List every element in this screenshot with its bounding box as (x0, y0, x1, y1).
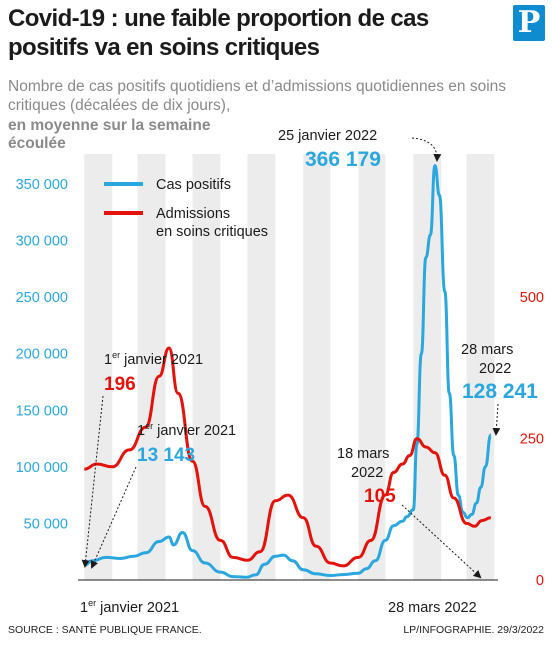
legend-label-admissions-1: Admissions (156, 206, 230, 222)
background-stripes (84, 154, 495, 580)
blue-end-date-2: 2022 (479, 361, 511, 377)
blue-end-value: 128 241 (462, 380, 538, 403)
red-start-date: 1er janvier 2021 (104, 350, 203, 368)
peak-value: 366 179 (305, 148, 381, 171)
annotation-blue-end: 28 mars 2022 128 241 (461, 342, 538, 436)
source-note: SOURCE : SANTÉ PUBLIQUE FRANCE. (8, 624, 202, 636)
month-stripe (358, 154, 386, 580)
chart-subtitle: Nombre de cas positifs quotidiens et d’a… (8, 78, 507, 114)
month-stripe (303, 154, 331, 580)
blue-start-value: 13 143 (137, 445, 195, 466)
blue-end-date-1: 28 mars (461, 342, 513, 358)
month-stripe (413, 154, 442, 580)
x-tick-label-end: 28 mars 2022 (388, 600, 477, 616)
left-axis-tick-label: 250 000 (16, 290, 68, 306)
red-start-value: 196 (104, 374, 136, 395)
le-parisien-logo: P (513, 5, 545, 41)
month-stripe (466, 154, 495, 580)
series-line-cas-positifs (84, 164, 493, 579)
legend-label-cas: Cas positifs (156, 177, 231, 193)
left-axis-tick-label: 300 000 (16, 234, 68, 250)
left-axis-ticks: 350 000 300 000 250 000 200 000 150 000 100 0… (16, 177, 68, 532)
left-axis-tick-label: 350 000 (16, 177, 68, 193)
blue-end-arrow (492, 403, 501, 436)
month-stripe (247, 154, 276, 580)
legend-label-admissions-2: en soins critiques (156, 224, 268, 240)
red-end-date-1: 18 mars (337, 446, 389, 462)
series-line-admissions (84, 346, 491, 568)
month-stripe (192, 154, 221, 580)
annotation-blue-start: 1er janvier 2021 13 143 (90, 421, 236, 569)
right-axis-ticks: 500 250 0 (520, 290, 544, 589)
right-axis-tick-label: 500 (520, 290, 544, 306)
annotation-peak: 25 janvier 2022 366 179 (278, 128, 442, 171)
left-axis-tick-label: 50 000 (24, 516, 68, 532)
left-axis-tick-label: 150 000 (16, 403, 68, 419)
peak-arrow (411, 137, 442, 162)
red-end-value: 105 (364, 486, 396, 507)
chart-subtitle-bold: en moyenne sur la semaine écoulée (8, 117, 211, 152)
month-stripe (137, 154, 166, 580)
series-layer (84, 164, 493, 579)
legend: Cas positifs Admissions en soins critiqu… (104, 177, 268, 240)
annotation-red-end: 18 mars 2022 105 (337, 446, 482, 579)
red-end-arrow (401, 504, 482, 579)
month-stripe (84, 154, 113, 580)
right-axis-tick-label: 250 (520, 432, 544, 448)
red-start-arrow (81, 395, 104, 568)
credit-note: LP/INFOGRAPHIE. 29/3/2022 (403, 624, 544, 636)
left-axis-tick-label: 100 000 (16, 460, 68, 476)
left-axis-tick-label: 200 000 (16, 347, 68, 363)
peak-date: 25 janvier 2022 (278, 128, 377, 144)
blue-start-date: 1er janvier 2021 (137, 421, 236, 439)
x-tick-label-start: 1er janvier 2021 (80, 598, 179, 616)
right-axis-tick-label: 0 (536, 573, 544, 589)
red-end-date-2: 2022 (351, 465, 383, 481)
page-title: Covid-19 : une faible proportion de cas … (8, 5, 429, 61)
annotation-red-start: 1er janvier 2021 196 (81, 350, 203, 568)
